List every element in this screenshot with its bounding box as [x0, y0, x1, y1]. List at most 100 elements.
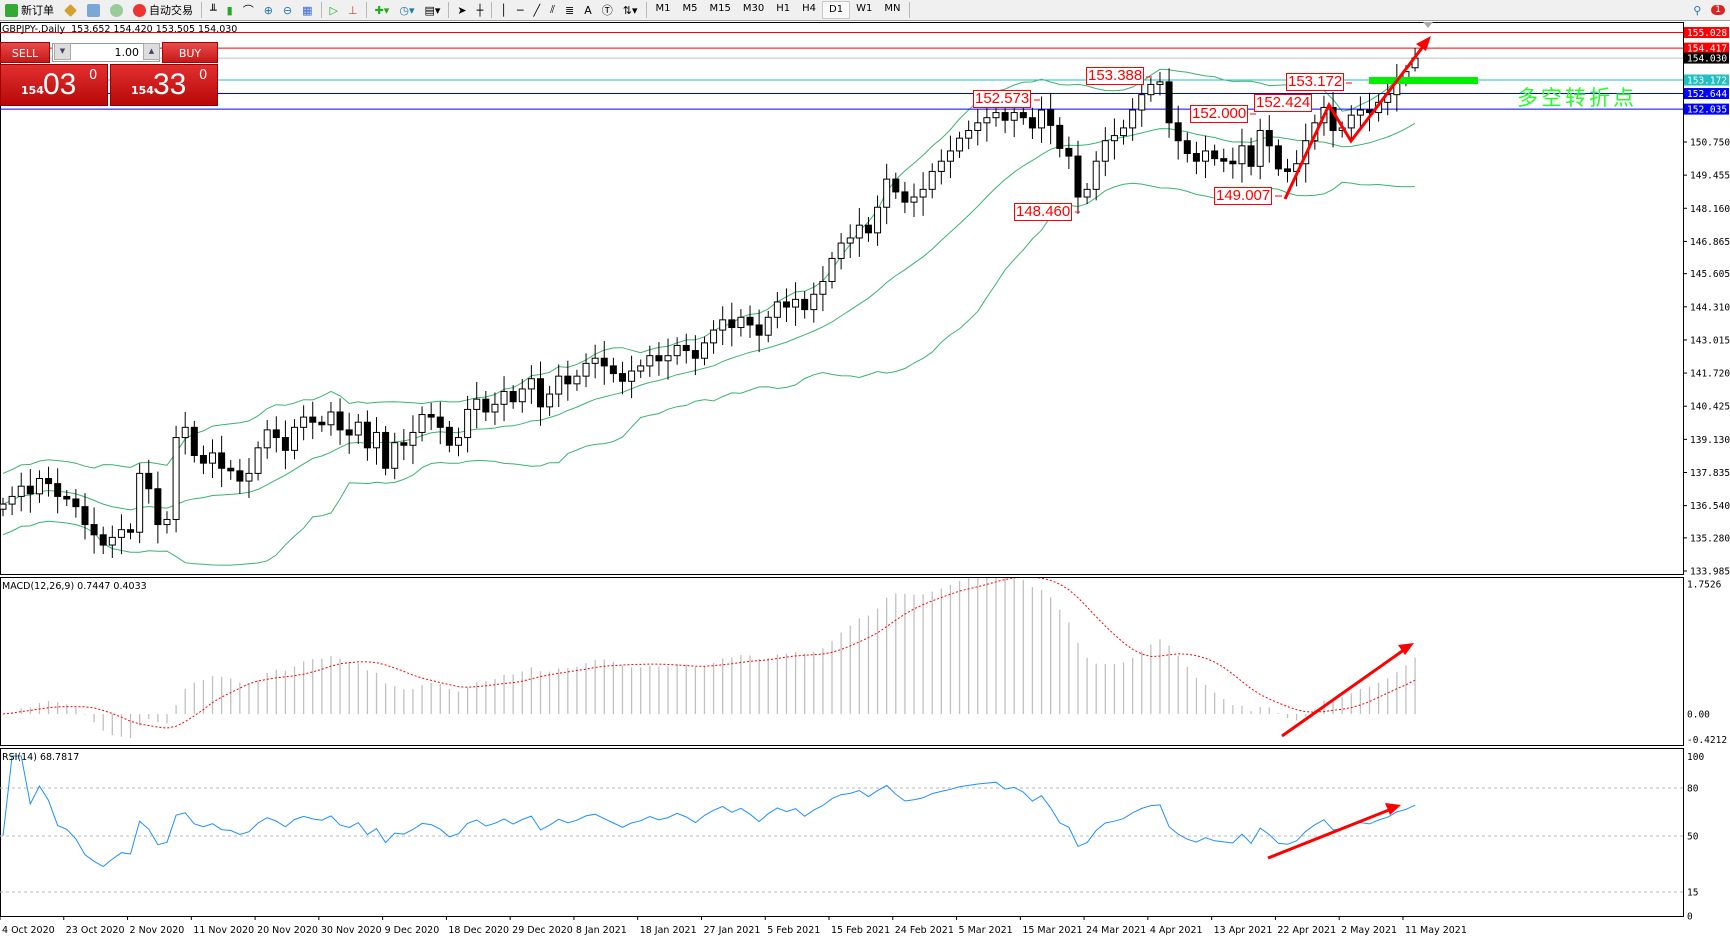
crosshair-button[interactable]: ┼	[472, 1, 489, 19]
price-label-153388[interactable]: 153.388	[1086, 67, 1145, 85]
candle-chart-button[interactable]: ▮	[222, 1, 238, 19]
candle-body	[473, 398, 481, 410]
auto-scroll-button[interactable]: ▷	[325, 1, 343, 19]
candle	[464, 395, 472, 453]
candle	[0, 497, 7, 517]
horizontal-line-button[interactable]: ─	[512, 1, 529, 19]
bar-chart-button[interactable]: ╨	[205, 1, 222, 19]
date-label: 24 Mar 2021	[1086, 925, 1146, 936]
zoom-out-button[interactable]: ⊖	[278, 1, 297, 19]
buy-button[interactable]: BUY	[162, 42, 218, 63]
price-label-152000[interactable]: 152.000	[1190, 105, 1249, 123]
candle	[145, 459, 153, 504]
pivot-point-text[interactable]: 多空转折点	[1517, 86, 1637, 110]
candle	[1356, 96, 1364, 131]
auto-trading-label: 自动交易	[149, 4, 193, 17]
candle-body	[72, 498, 80, 508]
text-label-button[interactable]: Ⓣ	[597, 1, 618, 19]
text-icon: A	[584, 3, 592, 17]
date-label: 8 Jan 2021	[576, 925, 627, 936]
candle	[81, 493, 89, 540]
candle	[54, 468, 62, 514]
candle	[1156, 71, 1164, 96]
divider	[645, 2, 647, 18]
bollinger-lower-band	[2, 181, 1416, 566]
timeframe-m5[interactable]: M5	[682, 3, 698, 14]
candle-body	[409, 431, 417, 446]
new-order-button[interactable]: 新订单	[0, 1, 59, 19]
candle-body	[1183, 140, 1191, 155]
date-label: 15 Feb 2021	[831, 925, 890, 936]
notifications-button[interactable]: 1	[1706, 1, 1730, 19]
candle	[1238, 128, 1246, 183]
candle-chart-icon: ▮	[226, 3, 233, 17]
price-label-148460[interactable]: 148.460	[1014, 203, 1073, 221]
buy-price[interactable]: 154 33 0	[110, 64, 218, 106]
cursor-icon: ➤	[457, 3, 467, 17]
candle-body	[883, 178, 891, 208]
candle-body	[1010, 112, 1018, 121]
periods-button[interactable]: ◷▾	[394, 1, 419, 19]
timeframe-m30[interactable]: M30	[742, 3, 765, 14]
templates-button[interactable]: ▤▾	[419, 1, 445, 19]
candle	[892, 172, 900, 199]
sell-price[interactable]: 154 03 0	[0, 64, 108, 106]
cursor-button[interactable]: ➤	[452, 1, 471, 19]
channel-button[interactable]: ⫽	[545, 1, 560, 19]
candle	[992, 104, 1000, 127]
candle-body	[81, 506, 89, 526]
timeframe-d1[interactable]: D1	[822, 1, 851, 19]
candle	[354, 414, 362, 445]
candle	[8, 486, 16, 516]
auto-scroll-icon: ▷	[329, 3, 338, 17]
lot-size-input[interactable]: 1.00	[52, 43, 160, 62]
candle-body	[564, 375, 572, 385]
auto-trading-button[interactable]: 自动交易	[128, 1, 198, 19]
candle	[1256, 118, 1264, 180]
sell-button[interactable]: SELL	[0, 42, 50, 63]
arrows-button[interactable]: ⇅▾	[618, 1, 643, 19]
candle	[190, 420, 198, 463]
candle-body	[1156, 81, 1164, 85]
market-watch-button[interactable]	[59, 1, 82, 19]
candle	[855, 208, 863, 257]
candle-body	[901, 191, 909, 203]
candle	[391, 432, 399, 480]
lot-decrease-button[interactable]: ▼	[54, 43, 71, 60]
price-tag-bg	[1684, 103, 1729, 115]
vertical-line-button[interactable]: │	[495, 1, 512, 19]
timeframe-h4[interactable]: H4	[802, 3, 817, 14]
timeframe-m1[interactable]: M1	[655, 3, 671, 14]
candle	[582, 353, 590, 388]
indicators-button[interactable]: ✚▾	[370, 1, 395, 19]
notification-badge: 1	[1711, 5, 1725, 15]
tile-windows-button[interactable]: ▦	[297, 1, 317, 19]
auto-trading-icon	[133, 3, 146, 17]
candle	[26, 469, 34, 513]
line-chart-button[interactable]: ⌒	[238, 1, 259, 19]
text-button[interactable]: A	[579, 1, 597, 19]
price-label-152424[interactable]: 152.424	[1254, 94, 1313, 112]
candle-body	[455, 437, 462, 446]
trendline-button[interactable]: ╱	[528, 1, 545, 19]
timeframe-m15[interactable]: M15	[709, 3, 731, 14]
price-label-153172[interactable]: 153.172	[1286, 73, 1345, 91]
timeframe-w1[interactable]: W1	[856, 3, 873, 14]
lot-increase-button[interactable]: ▲	[143, 43, 160, 60]
timeframe-h1[interactable]: H1	[776, 3, 791, 14]
candle-body	[1256, 129, 1264, 167]
price-tick-label: 141.720	[1690, 369, 1730, 380]
candle-body	[345, 429, 353, 436]
fibonacci-button[interactable]: ≣	[560, 1, 579, 19]
navigator-button[interactable]	[82, 1, 105, 19]
timeframe-mn[interactable]: MN	[884, 3, 901, 14]
signals-button[interactable]	[105, 1, 128, 19]
vertical-line-icon: │	[500, 3, 507, 17]
zoom-in-button[interactable]: ⊕	[259, 1, 278, 19]
search-button[interactable]: ⚲	[1688, 1, 1706, 19]
chart-shift-button[interactable]: ⊥	[343, 1, 363, 19]
price-label-149007[interactable]: 149.007	[1214, 187, 1273, 205]
price-label-152573[interactable]: 152.573	[973, 90, 1032, 108]
candle-body	[181, 426, 189, 439]
